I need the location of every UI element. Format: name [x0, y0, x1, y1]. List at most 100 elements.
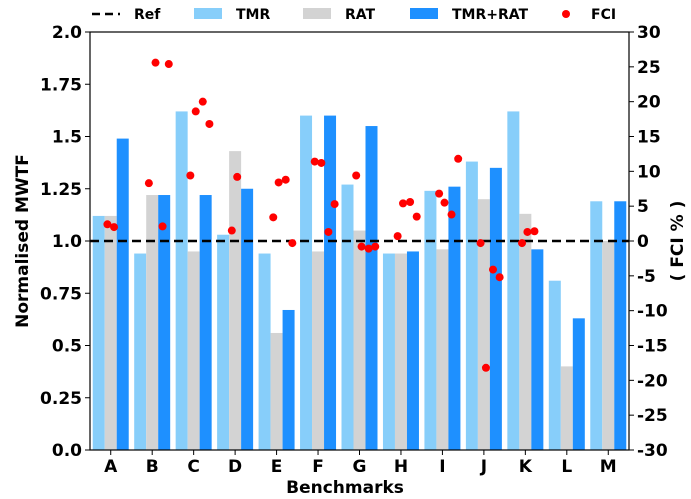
- bar-rat-d: [229, 151, 242, 450]
- fci-point: [518, 239, 527, 248]
- bar-tmr-m: [590, 201, 603, 450]
- bar-tmr-rat-i: [448, 186, 461, 450]
- bars-layer: [92, 111, 627, 451]
- legend-label-1: TMR: [236, 7, 270, 23]
- x-tick-label: B: [146, 457, 159, 477]
- bar-tmr-rat-k: [531, 249, 544, 450]
- x-tick-label: A: [104, 457, 118, 477]
- bar-rat-c: [187, 251, 200, 450]
- bar-tmr-rat-f: [324, 115, 337, 450]
- x-tick-label: E: [271, 457, 283, 477]
- bar-rat-f: [312, 251, 325, 450]
- fci-point: [144, 179, 153, 188]
- y-tick-label: 0.0: [52, 441, 82, 461]
- legend-label-3: TMR+RAT: [452, 7, 529, 23]
- fci-point: [393, 232, 402, 241]
- fci-point: [454, 154, 463, 163]
- x-tick-label: G: [353, 457, 367, 477]
- x-tick-label: J: [480, 457, 487, 477]
- fci-point: [523, 227, 532, 236]
- x-tick-label: K: [519, 457, 533, 477]
- legend-swatch-2: [303, 8, 331, 19]
- x-tick-label: D: [228, 457, 242, 477]
- fci-point: [164, 60, 173, 69]
- y2-axis: -30 -25 -20 -15 -10 -5 0 5 10 15 20 25 30: [629, 23, 668, 461]
- fci-point: [227, 226, 236, 235]
- bar-tmr-rat-a: [116, 138, 129, 450]
- fci-point: [364, 244, 373, 253]
- x-tick-label: I: [439, 457, 445, 477]
- x-axis: A B C D E F G H I J K L M: [104, 450, 617, 477]
- bar-rat-l: [560, 366, 573, 450]
- bar-tmr-rat-c: [199, 195, 212, 450]
- x-tick-label: C: [187, 457, 199, 477]
- fci-point: [330, 200, 339, 209]
- bar-tmr-g: [341, 184, 354, 450]
- bar-rat-i: [436, 249, 449, 450]
- fci-point: [352, 171, 361, 180]
- fci-point: [158, 222, 167, 231]
- x-tick-label: F: [312, 457, 324, 477]
- x-tick-label: H: [394, 457, 408, 477]
- y2-tick-label: 0: [637, 232, 649, 252]
- bar-tmr-rat-m: [614, 201, 627, 450]
- y-tick-label: 0.25: [40, 389, 82, 409]
- y-tick-label: 0.75: [40, 284, 82, 304]
- fci-point: [205, 119, 214, 128]
- y2-tick-label: -15: [637, 337, 668, 357]
- bar-tmr-d: [217, 234, 230, 450]
- y-tick-label: 1.0: [52, 232, 82, 252]
- y2-tick-label: 25: [637, 58, 661, 78]
- y-axis: 0.0 0.25 0.5 0.75 1.0 1.25 1.5 1.75 2.0: [40, 23, 90, 461]
- fci-point: [412, 212, 421, 221]
- fci-point: [476, 239, 485, 248]
- fci-point: [269, 213, 278, 222]
- fci-point: [357, 242, 366, 251]
- fci-point: [495, 273, 504, 282]
- fci-point: [530, 227, 539, 236]
- legend-swatch-1: [194, 8, 222, 19]
- bar-tmr-j: [465, 161, 478, 450]
- legend-fci-swatch: [562, 10, 570, 18]
- y-axis-label: Normalised MWTF: [13, 154, 33, 328]
- bar-tmr-rat-j: [489, 167, 502, 450]
- fci-point: [198, 97, 207, 106]
- fci-point: [317, 158, 326, 167]
- x-tick-label: L: [561, 457, 572, 477]
- fci-point: [151, 58, 160, 67]
- y2-tick-label: 15: [637, 128, 661, 148]
- y-tick-label: 0.5: [52, 337, 82, 357]
- fci-point: [406, 197, 415, 206]
- bar-rat-g: [353, 230, 366, 450]
- legend-swatch-3: [410, 8, 438, 19]
- fci-point: [447, 210, 456, 219]
- fci-point: [288, 239, 297, 248]
- y-tick-label: 1.25: [40, 180, 82, 200]
- bar-tmr-f: [300, 115, 313, 450]
- bar-tmr-rat-h: [406, 251, 419, 450]
- bar-rat-a: [104, 215, 117, 450]
- fci-point: [399, 199, 408, 208]
- bar-tmr-rat-b: [158, 195, 171, 450]
- bar-tmr-b: [134, 253, 147, 450]
- bar-rat-j: [477, 199, 490, 450]
- fci-point: [191, 107, 200, 116]
- y2-tick-label: 20: [637, 93, 661, 113]
- y2-tick-label: 5: [637, 197, 649, 217]
- bar-tmr-rat-l: [572, 318, 585, 450]
- bar-tmr-e: [258, 253, 271, 450]
- y2-axis-label: ( FCI % ): [668, 201, 688, 282]
- bar-rat-e: [270, 332, 283, 450]
- fci-point: [435, 189, 444, 198]
- fci-point: [440, 198, 449, 207]
- y2-tick-label: -30: [637, 441, 668, 461]
- fci-point: [310, 157, 319, 166]
- y-tick-label: 1.75: [40, 75, 82, 95]
- y2-tick-label: -20: [637, 371, 668, 391]
- legend: Ref TMR RAT TMR+RAT FCI: [92, 7, 616, 23]
- bar-rat-b: [146, 195, 159, 450]
- bar-tmr-c: [175, 111, 188, 451]
- y2-tick-label: -5: [637, 267, 656, 287]
- bar-tmr-rat-g: [365, 126, 378, 451]
